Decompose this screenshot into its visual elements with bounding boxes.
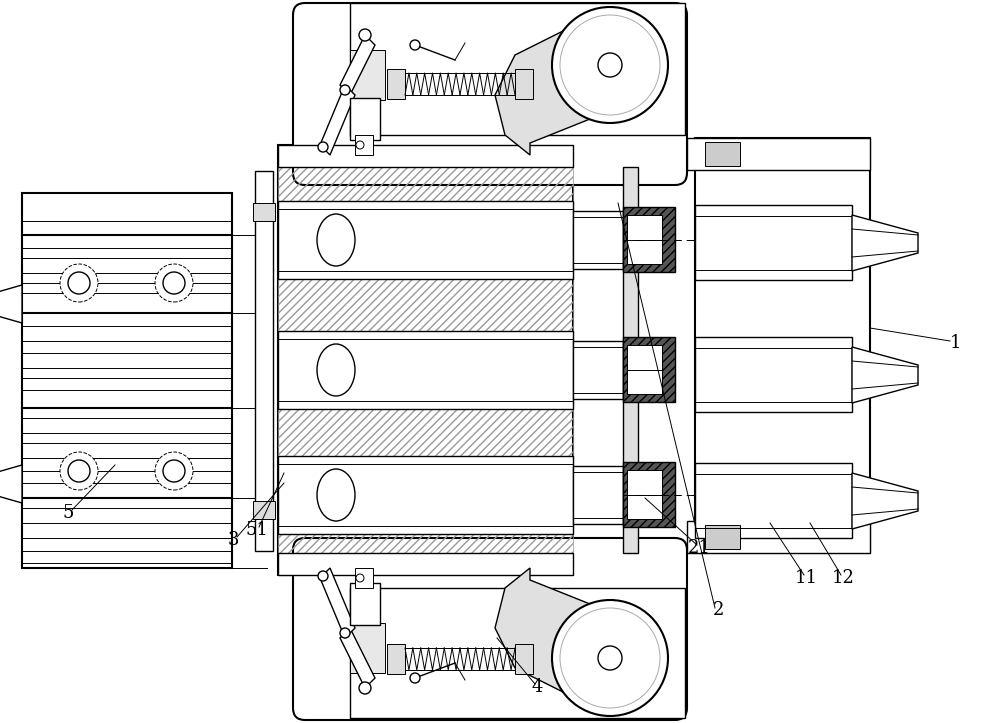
Bar — [350, 98, 380, 140]
Bar — [22, 193, 232, 568]
Text: 3: 3 — [227, 531, 239, 549]
Bar — [253, 501, 275, 519]
Bar — [355, 568, 373, 588]
Text: 5: 5 — [62, 504, 74, 522]
Bar — [278, 331, 573, 409]
Bar — [405, 73, 515, 95]
Bar — [515, 69, 533, 99]
Polygon shape — [0, 465, 22, 503]
Bar — [278, 201, 573, 279]
Bar — [627, 215, 662, 264]
Bar — [627, 470, 662, 519]
Bar — [623, 462, 675, 527]
Bar — [623, 207, 675, 272]
Bar — [695, 205, 852, 280]
Bar — [278, 553, 573, 575]
Circle shape — [356, 141, 364, 149]
Text: 2: 2 — [712, 601, 724, 619]
Circle shape — [340, 85, 350, 95]
Bar — [278, 145, 573, 575]
Bar — [687, 521, 870, 553]
Circle shape — [552, 7, 668, 123]
Text: 1: 1 — [949, 334, 961, 352]
Circle shape — [598, 646, 622, 670]
Bar — [350, 3, 685, 135]
Bar — [573, 211, 623, 269]
Ellipse shape — [317, 214, 355, 266]
Bar — [255, 171, 273, 551]
Circle shape — [598, 53, 622, 77]
Circle shape — [68, 460, 90, 482]
Polygon shape — [852, 473, 918, 529]
Ellipse shape — [317, 344, 355, 396]
Circle shape — [340, 628, 350, 638]
Circle shape — [318, 142, 328, 152]
Text: 51: 51 — [246, 521, 268, 539]
Bar — [350, 623, 385, 673]
Bar — [687, 138, 870, 170]
Polygon shape — [320, 568, 355, 638]
Polygon shape — [495, 25, 655, 155]
Circle shape — [68, 272, 90, 294]
Circle shape — [318, 571, 328, 581]
Circle shape — [410, 40, 420, 50]
Text: 12: 12 — [832, 569, 854, 587]
Bar — [387, 644, 405, 674]
Bar — [695, 463, 852, 538]
Circle shape — [60, 452, 98, 490]
Bar — [705, 525, 740, 549]
FancyBboxPatch shape — [293, 538, 687, 720]
Bar — [695, 138, 870, 553]
Bar — [350, 50, 385, 100]
Polygon shape — [320, 85, 355, 155]
Polygon shape — [0, 285, 22, 323]
Bar — [350, 588, 685, 718]
Bar — [695, 337, 852, 412]
Bar — [573, 341, 623, 399]
Text: 4: 4 — [531, 678, 543, 696]
Bar — [623, 337, 675, 402]
Bar — [515, 644, 533, 674]
Circle shape — [163, 272, 185, 294]
Circle shape — [410, 673, 420, 683]
Circle shape — [552, 600, 668, 716]
Circle shape — [155, 264, 193, 302]
Circle shape — [163, 460, 185, 482]
Circle shape — [359, 682, 371, 694]
Bar — [278, 145, 573, 575]
Polygon shape — [340, 35, 375, 95]
Bar — [387, 69, 405, 99]
Bar — [278, 456, 573, 534]
Polygon shape — [852, 215, 918, 271]
Bar — [705, 142, 740, 166]
Bar — [278, 145, 573, 167]
Text: 11: 11 — [794, 569, 818, 587]
Bar — [623, 167, 638, 553]
Bar — [573, 466, 623, 524]
Circle shape — [155, 452, 193, 490]
FancyBboxPatch shape — [293, 3, 687, 185]
Circle shape — [356, 574, 364, 582]
Bar — [350, 583, 380, 625]
Bar — [405, 648, 515, 670]
Ellipse shape — [317, 469, 355, 521]
Polygon shape — [495, 568, 655, 698]
Text: 21: 21 — [688, 539, 710, 557]
Bar — [627, 345, 662, 394]
Polygon shape — [340, 628, 375, 688]
Bar — [253, 203, 275, 221]
Bar — [355, 135, 373, 155]
Circle shape — [359, 29, 371, 41]
Circle shape — [60, 264, 98, 302]
Polygon shape — [852, 347, 918, 403]
